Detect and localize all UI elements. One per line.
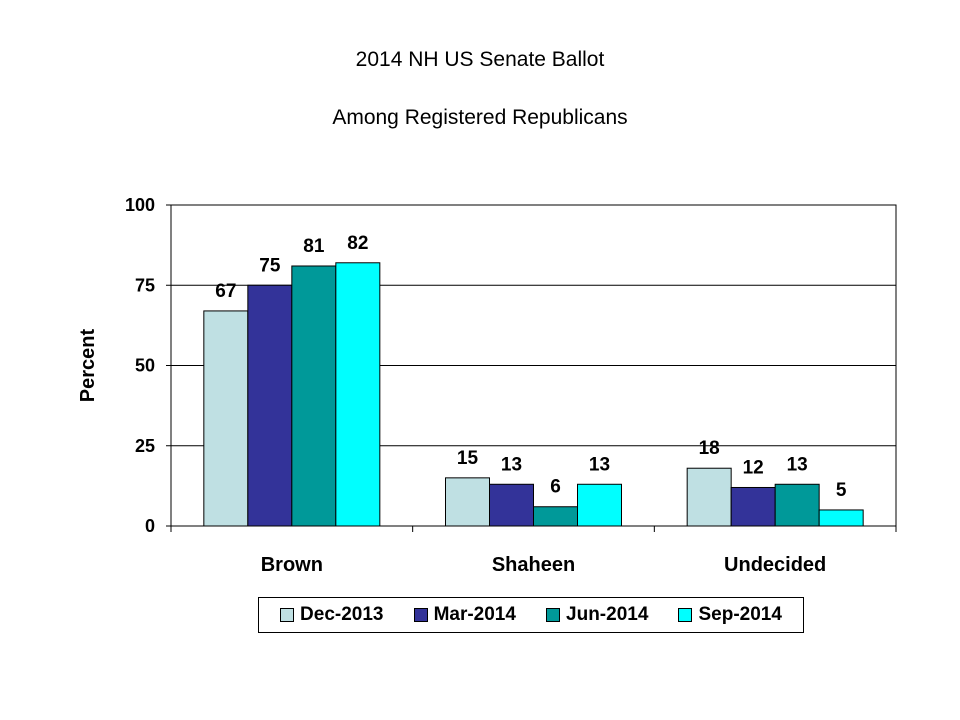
data-label: 6: [550, 477, 561, 498]
x-tick-label-brown: Brown: [261, 554, 323, 576]
data-label: 5: [836, 480, 847, 501]
legend-item: Dec-2013: [280, 604, 383, 626]
legend-label: Jun-2014: [566, 604, 649, 625]
legend-label: Sep-2014: [698, 604, 782, 625]
legend-item: Mar-2014: [413, 604, 516, 626]
x-tick-label-shaheen: Shaheen: [492, 554, 575, 576]
bar-undecided-sep-2014: [818, 509, 864, 527]
y-tick-label: 0: [145, 516, 155, 536]
bar-undecided-mar-2014: [730, 486, 776, 527]
data-label: 18: [699, 438, 720, 459]
legend-label: Mar-2014: [433, 604, 516, 625]
y-tick-label: 50: [135, 356, 155, 376]
chart-legend: Dec-2013 Mar-2014 Jun-2014 Sep-2014: [258, 597, 804, 633]
legend-label: Dec-2013: [300, 604, 384, 625]
legend-item: Sep-2014: [678, 604, 782, 626]
y-tick-label: 100: [125, 195, 155, 215]
y-tick-label: 75: [135, 275, 155, 295]
bar-brown-jun-2014: [291, 265, 337, 527]
chart-subtitle: Among Registered Republicans: [332, 106, 628, 129]
bar-undecided-dec-2013: [686, 467, 732, 527]
data-label: 13: [501, 454, 522, 475]
y-axis-label: Percent: [77, 328, 99, 402]
bar-shaheen-mar-2014: [489, 483, 534, 527]
legend-swatch: [280, 608, 295, 622]
data-label: 13: [787, 454, 808, 475]
data-label: 12: [743, 457, 764, 478]
bar-undecided-jun-2014: [774, 483, 820, 527]
x-tick-label-undecided: Undecided: [724, 554, 826, 576]
bar-brown-sep-2014: [335, 262, 381, 527]
bar-shaheen-dec-2013: [445, 477, 490, 527]
legend-swatch: [678, 608, 693, 622]
legend-swatch: [546, 608, 561, 622]
data-label: 13: [589, 454, 610, 475]
bar-brown-dec-2013: [203, 310, 249, 527]
data-label: 67: [215, 281, 236, 302]
bar-shaheen-sep-2014: [577, 483, 622, 527]
data-label: 15: [457, 448, 479, 469]
chart-title: 2014 NH US Senate Ballot: [355, 48, 605, 71]
data-label: 75: [259, 255, 281, 276]
y-tick-label: 25: [135, 436, 155, 456]
legend-swatch: [413, 608, 428, 622]
bar-shaheen-jun-2014: [533, 506, 578, 527]
data-label: 81: [303, 236, 325, 257]
data-label: 82: [347, 233, 368, 254]
bar-brown-mar-2014: [247, 284, 293, 527]
legend-item: Jun-2014: [546, 604, 648, 626]
